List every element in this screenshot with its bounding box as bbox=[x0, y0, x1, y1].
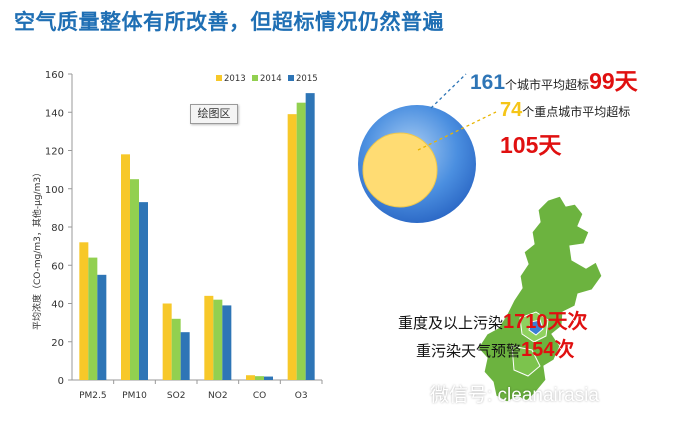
leader-line-blue bbox=[430, 73, 467, 109]
key-days: 105天 bbox=[500, 132, 562, 158]
cities-days: 99天 bbox=[589, 68, 638, 94]
heavy-label: 重度及以上污染 bbox=[398, 315, 504, 332]
wechat-icon bbox=[411, 383, 429, 398]
leader-line-yellow bbox=[417, 111, 497, 151]
cities-stat: 161个城市平均超标99天 bbox=[470, 62, 638, 96]
legend-swatch-2013 bbox=[216, 75, 222, 81]
y-axis-label: 平均浓度（CO-mg/m3，其他-μg/m3） bbox=[33, 167, 43, 330]
legend-label-2014: 2014 bbox=[260, 74, 282, 84]
plot-area-tag: 绘图区 bbox=[190, 104, 238, 124]
legend-label-2013: 2013 bbox=[224, 74, 246, 84]
alert-value: 154次 bbox=[521, 339, 575, 361]
bar-2013-pm25 bbox=[79, 242, 89, 380]
key-cities-stat: 74个重点城市平均超标 bbox=[500, 99, 630, 122]
y-tick-label: 20 bbox=[51, 338, 64, 349]
watermark: 微信号: cleanairasia bbox=[430, 385, 599, 406]
bar-2014-so2 bbox=[171, 318, 181, 380]
key-text: 个重点城市平均超标 bbox=[522, 105, 631, 119]
y-tick-label: 0 bbox=[58, 376, 64, 387]
y-tick-label: 40 bbox=[51, 300, 64, 311]
y-tick-label: 140 bbox=[45, 108, 64, 119]
cities-count: 161 bbox=[470, 71, 506, 94]
bar-2013-co bbox=[246, 375, 255, 380]
bar-2015-pm10 bbox=[139, 202, 148, 380]
x-tick-label: O3 bbox=[295, 391, 308, 401]
bar-2013-no2 bbox=[204, 295, 214, 380]
alert-label: 重污染天气预警 bbox=[416, 343, 522, 360]
heavy-pollution-stat: 重度及以上污染1710天次 bbox=[398, 305, 588, 334]
map-region-beijing bbox=[528, 319, 544, 336]
cities-text: 个城市平均超标 bbox=[505, 78, 590, 92]
bar-2013-o3 bbox=[287, 114, 297, 380]
bar-2014-pm25 bbox=[88, 257, 98, 380]
bar-2015-co bbox=[264, 376, 273, 380]
x-tick-label: CO bbox=[253, 391, 266, 401]
y-tick-label: 100 bbox=[45, 185, 64, 196]
bar-2014-no2 bbox=[213, 299, 223, 380]
y-tick-label: 60 bbox=[51, 261, 64, 272]
region-map bbox=[477, 195, 603, 403]
y-tick-label: 120 bbox=[45, 147, 64, 158]
legend-swatch-2014 bbox=[252, 75, 258, 81]
x-tick-label: PM10 bbox=[122, 391, 147, 401]
x-tick-label: PM2.5 bbox=[79, 391, 107, 401]
bar-2015-no2 bbox=[222, 305, 232, 380]
key-count: 74 bbox=[500, 99, 523, 121]
y-tick-label: 80 bbox=[51, 223, 64, 234]
map-region-lower bbox=[511, 345, 541, 377]
bar-2014-o3 bbox=[296, 102, 306, 380]
legend-label-2015: 2015 bbox=[296, 74, 318, 84]
bar-2015-so2 bbox=[180, 332, 190, 380]
alert-stat: 重污染天气预警154次 bbox=[416, 333, 574, 362]
bar-2013-so2 bbox=[162, 303, 172, 380]
x-tick-label: NO2 bbox=[208, 391, 228, 401]
bar-2015-o3 bbox=[305, 93, 315, 380]
page-title: 空气质量整体有所改善，但超标情况仍然普遍 bbox=[14, 10, 444, 34]
bar-2015-pm25 bbox=[97, 274, 107, 380]
bar-2014-co bbox=[255, 376, 264, 380]
y-tick-label: 160 bbox=[45, 70, 64, 81]
heavy-value: 1710天次 bbox=[503, 311, 588, 333]
legend-swatch-2015 bbox=[288, 75, 294, 81]
x-tick-label: SO2 bbox=[167, 391, 186, 401]
key-cities-circle bbox=[362, 132, 438, 208]
key-days-stat: 105天 bbox=[500, 126, 561, 160]
bar-2013-pm10 bbox=[121, 154, 130, 380]
bar-2014-pm10 bbox=[130, 179, 139, 380]
